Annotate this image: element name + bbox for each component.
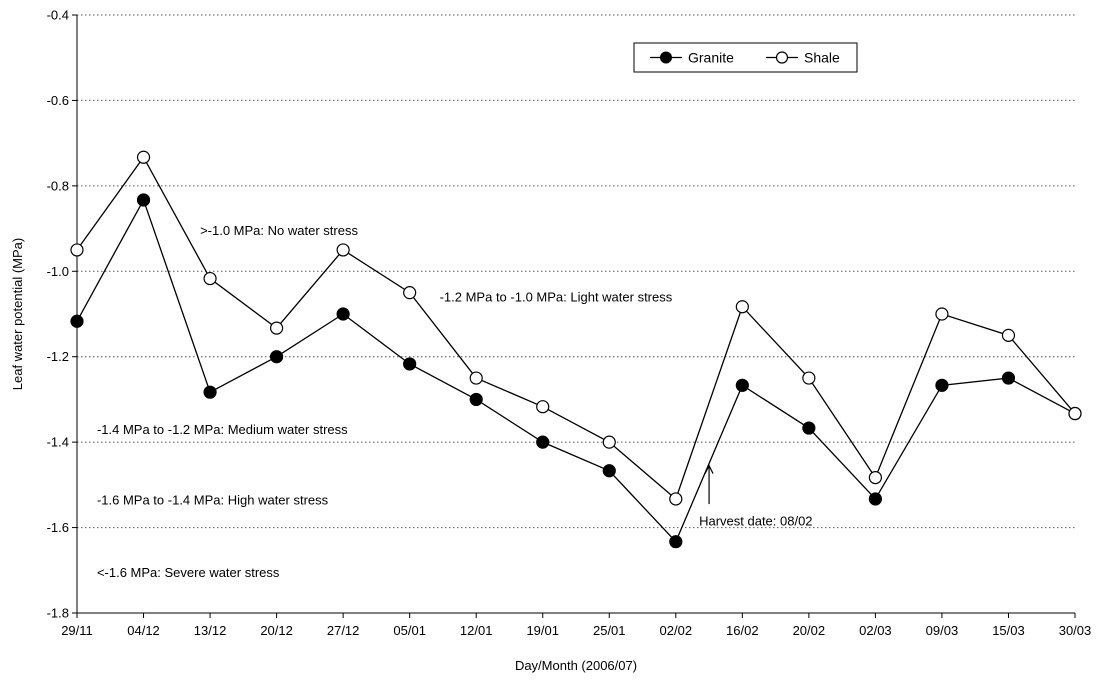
shale-data-point	[935, 307, 949, 321]
granite-data-point	[136, 193, 151, 207]
shale-data-point	[669, 492, 683, 506]
y-tick-label: -1.4	[47, 435, 69, 450]
shale-data-point	[136, 150, 151, 164]
y-ticks: -1.8 -1.6 -1.4 -1.2 -1.0 -0.8 -0.6 -0.4	[47, 8, 77, 621]
shale-data-point	[602, 435, 616, 449]
shale-data-point	[868, 470, 883, 485]
granite-data-point	[536, 435, 550, 449]
stress-annotation: -1.2 MPa to -1.0 MPa: Light water stress	[440, 289, 673, 304]
x-tick-label: 30/03	[1059, 623, 1092, 638]
granite-data-point	[469, 392, 483, 407]
harvest-arrow-head	[704, 464, 714, 474]
y-tick-label: -0.4	[47, 8, 69, 23]
gridlines	[77, 14, 1075, 529]
shale-data-point	[1001, 328, 1016, 342]
granite-data-point	[403, 357, 417, 371]
x-tick-label: 19/01	[526, 623, 559, 638]
granite-data-point	[602, 464, 616, 478]
x-ticks: 29/11 04/12 13/12 20/12 27/12 05/01 12/01 19/01…	[61, 613, 1091, 638]
stress-annotation: -1.6 MPa to -1.4 MPa: High water stress	[97, 492, 329, 507]
granite-data-point	[270, 350, 284, 364]
shale-data-point	[336, 243, 350, 257]
granite-series-line	[76, 198, 1076, 543]
granite-data-point	[868, 492, 883, 506]
legend-box	[633, 42, 858, 73]
granite-data-point	[203, 385, 217, 399]
stress-annotation: Harvest date: 08/02	[699, 514, 812, 529]
shale-data-point	[1068, 406, 1082, 421]
granite-data-point	[1001, 371, 1016, 385]
x-tick-label: 04/12	[127, 623, 160, 638]
stress-annotation: -1.4 MPa to -1.2 MPa: Medium water stres…	[97, 422, 348, 437]
x-axis-label: Day/Month (2006/07)	[515, 658, 637, 673]
x-tick-label: 27/12	[327, 623, 360, 638]
granite-data-point	[70, 314, 84, 328]
granite-data-point	[336, 307, 350, 321]
x-tick-label: 12/01	[460, 623, 493, 638]
shale-data-point	[469, 371, 483, 385]
y-tick-label: -1.2	[47, 349, 69, 364]
shale-data-point	[403, 286, 417, 300]
x-tick-label: 13/12	[194, 623, 227, 638]
legend-granite-marker	[660, 51, 672, 64]
shale-data-point	[802, 371, 816, 385]
y-tick-label: -1.6	[47, 520, 69, 535]
x-tick-label: 16/02	[726, 623, 759, 638]
y-tick-label: -1.0	[47, 264, 69, 279]
stress-annotation: >-1.0 MPa: No water stress	[200, 223, 358, 238]
axes	[76, 15, 1075, 614]
shale-series-line	[76, 156, 1076, 501]
y-tick-label: -0.8	[47, 178, 69, 193]
y-axis-label: Leaf water potential (MPa)	[10, 238, 25, 390]
x-tick-label: 02/03	[859, 623, 892, 638]
x-tick-label: 25/01	[593, 623, 626, 638]
annotations: >-1.0 MPa: No water stress -1.2 MPa to -1…	[97, 223, 813, 580]
series-points	[70, 150, 1082, 549]
x-tick-label: 09/03	[926, 623, 959, 638]
x-tick-label: 29/11	[61, 623, 93, 638]
granite-data-point	[669, 535, 683, 549]
legend-shale-marker	[775, 51, 789, 64]
x-tick-label: 15/03	[992, 623, 1025, 638]
granite-data-point	[802, 421, 816, 435]
x-tick-label: 05/01	[393, 623, 426, 638]
shale-data-point	[536, 400, 550, 414]
shale-data-point	[70, 243, 84, 257]
shale-data-point	[735, 300, 749, 314]
x-tick-label: 20/12	[260, 623, 293, 638]
y-tick-label: -0.6	[47, 93, 69, 108]
granite-data-point	[735, 378, 749, 392]
x-tick-label: 02/02	[660, 623, 693, 638]
shale-data-point	[203, 271, 217, 286]
legend-granite-label: Granite	[688, 50, 734, 66]
series-lines	[76, 156, 1076, 543]
legend: Granite Shale	[633, 42, 858, 73]
stress-annotation: <-1.6 MPa: Severe water stress	[97, 565, 280, 580]
shale-data-point	[270, 321, 284, 335]
x-tick-label: 20/02	[793, 623, 826, 638]
granite-data-point	[935, 378, 949, 392]
y-tick-label: -1.8	[47, 606, 69, 621]
legend-shale-label: Shale	[804, 50, 840, 66]
